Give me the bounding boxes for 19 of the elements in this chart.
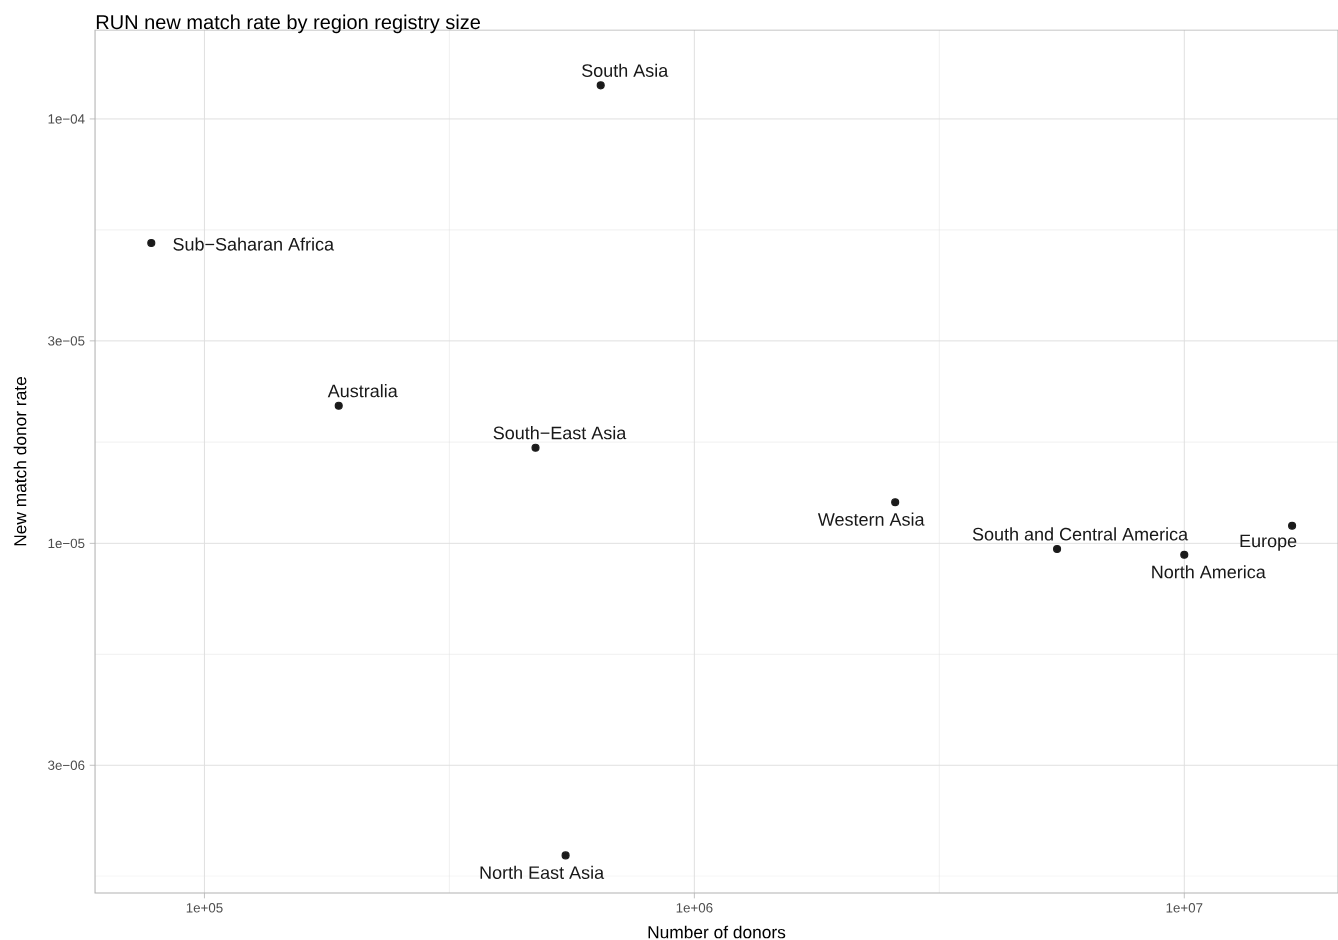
annotation: North America	[1152, 565, 1266, 579]
x-tick-label: 1e+06	[676, 903, 713, 913]
y-axis-title: New match donor rate	[13, 377, 27, 546]
annotation: South and Central America	[972, 527, 1189, 541]
annotation: South−East Asia	[493, 426, 627, 440]
x-tick-label: 1e+05	[186, 903, 223, 913]
y-tick-label: 3e−06	[48, 760, 85, 770]
annotation: Europe	[1240, 534, 1297, 551]
annotation: South Asia	[582, 63, 669, 77]
y-tick-label: 1e−04	[48, 114, 85, 124]
chart-title: RUN new match rate by region registry size	[96, 14, 480, 34]
x-axis-title: Number of donors	[648, 925, 786, 939]
annotation: North East Asia	[480, 865, 605, 879]
annotation: Western Asia	[817, 512, 925, 526]
annotation: Australia	[327, 384, 398, 398]
y-tick-label: 1e−05	[48, 538, 85, 549]
x-tick-label: 1e+07	[1166, 903, 1203, 913]
y-tick-label: 3e−05	[48, 336, 85, 346]
annotation: Sub−Saharan Africa	[173, 237, 335, 251]
